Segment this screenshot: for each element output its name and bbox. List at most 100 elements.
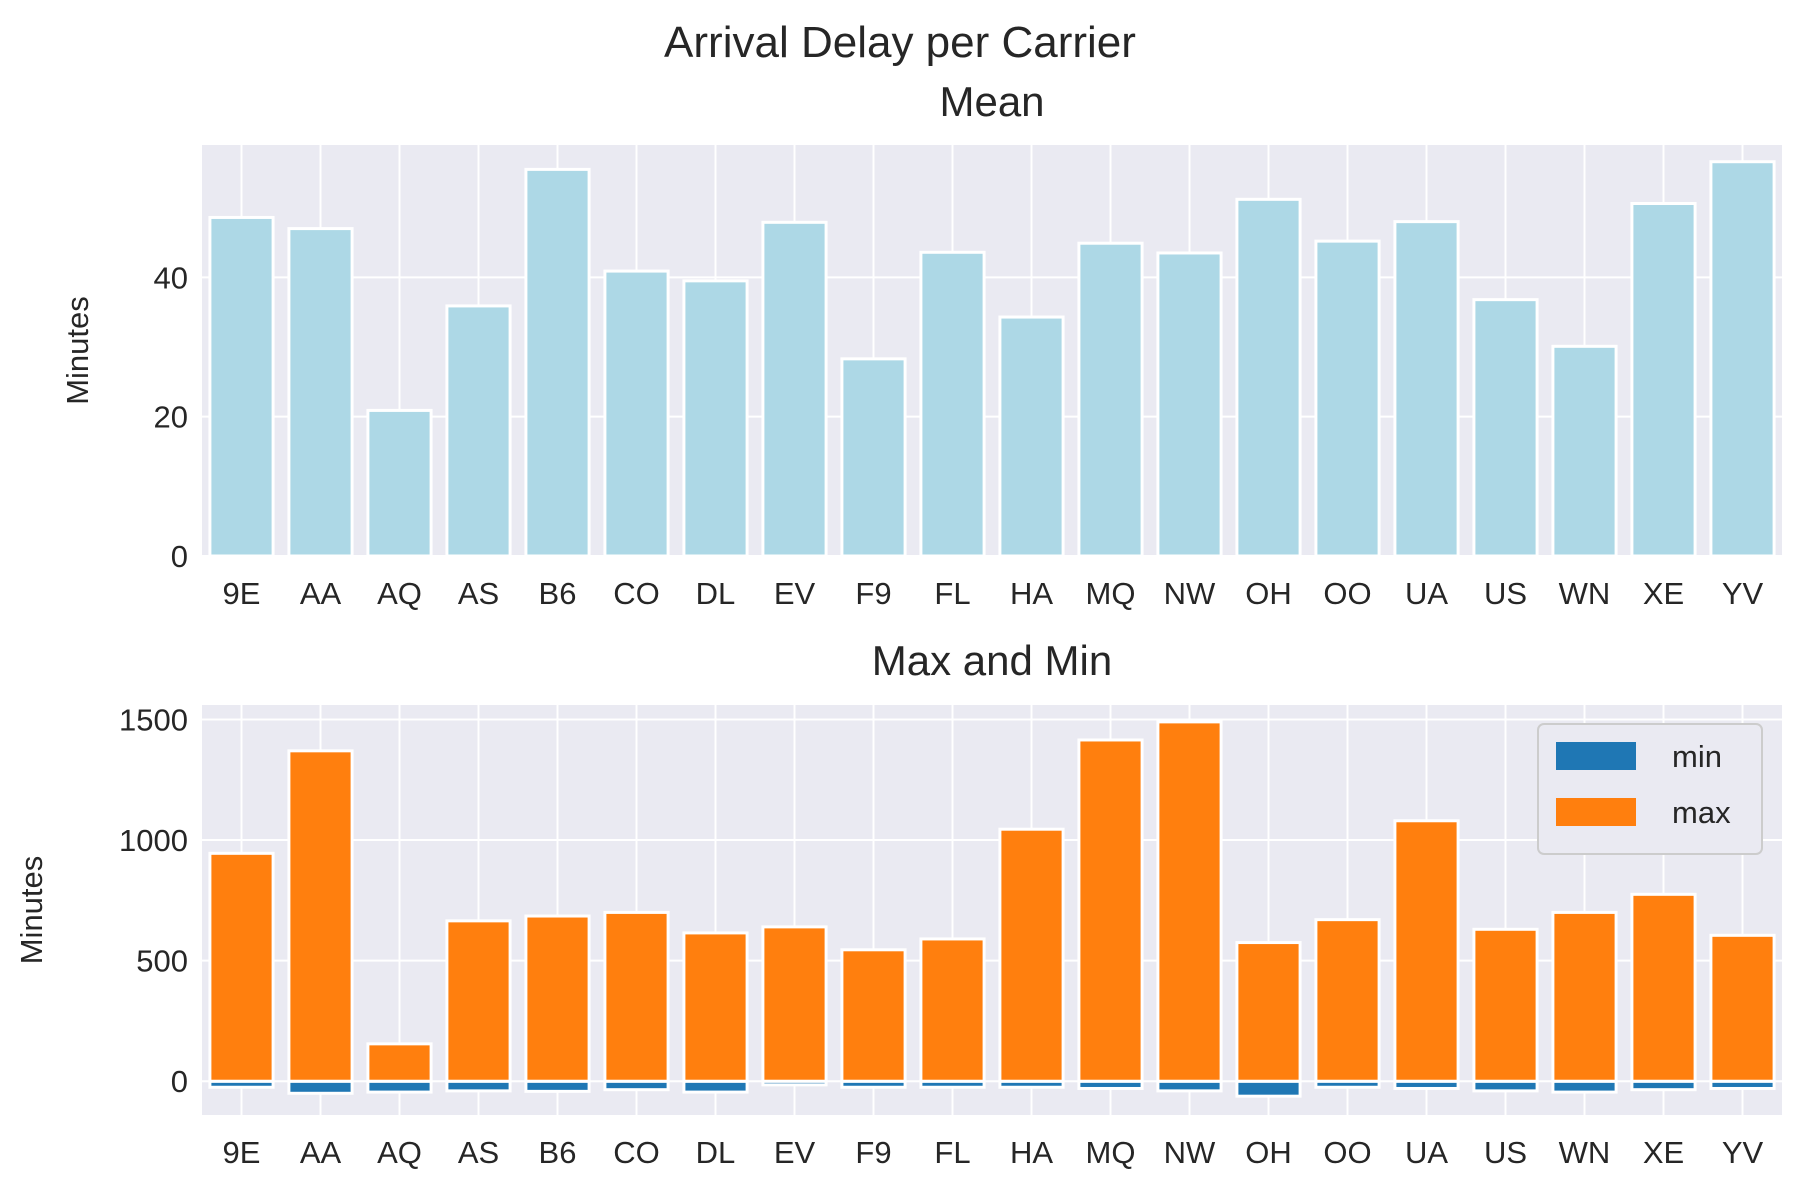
x-tick-label: 9E bbox=[223, 576, 261, 611]
bar-max-HA bbox=[998, 827, 1065, 1083]
y-tick-label: 0 bbox=[171, 539, 188, 574]
subplot-title: Mean bbox=[939, 78, 1044, 125]
bar-min-DL bbox=[682, 1079, 749, 1094]
bar-max-AQ bbox=[366, 1042, 433, 1083]
bar-max-9E bbox=[208, 851, 275, 1083]
legend-label-min: min bbox=[1672, 739, 1722, 774]
subplot-title: Max and Min bbox=[872, 637, 1112, 684]
bar-AA bbox=[287, 227, 354, 558]
y-axis-label: Minutes bbox=[14, 856, 49, 965]
bar-B6 bbox=[524, 167, 591, 558]
x-tick-label: YV bbox=[1722, 1135, 1764, 1170]
x-tick-label: OH bbox=[1245, 576, 1292, 611]
bar-CO bbox=[603, 269, 670, 558]
x-tick-label: UA bbox=[1405, 576, 1448, 611]
x-tick-label: DL bbox=[696, 576, 736, 611]
x-tick-label: OO bbox=[1323, 576, 1371, 611]
x-tick-label: WN bbox=[1559, 576, 1611, 611]
bar-max-US bbox=[1472, 927, 1539, 1083]
bar-UA bbox=[1393, 220, 1460, 558]
x-tick-label: WN bbox=[1559, 1135, 1611, 1170]
y-axis-label: Minutes bbox=[60, 296, 95, 405]
x-tick-label: OH bbox=[1245, 1135, 1292, 1170]
y-tick-label: 40 bbox=[154, 260, 188, 295]
bar-9E bbox=[208, 215, 275, 558]
bar-max-B6 bbox=[524, 914, 591, 1083]
x-tick-label: XE bbox=[1643, 1135, 1684, 1170]
bar-max-XE bbox=[1630, 892, 1697, 1083]
bar-AS bbox=[445, 304, 512, 558]
bar-max-WN bbox=[1551, 910, 1618, 1083]
bar-WN bbox=[1551, 344, 1618, 558]
bar-max-UA bbox=[1393, 819, 1460, 1083]
bar-max-OO bbox=[1314, 918, 1381, 1083]
x-tick-label: AS bbox=[458, 1135, 499, 1170]
bar-EV bbox=[761, 220, 828, 558]
x-tick-label: UA bbox=[1405, 1135, 1448, 1170]
bar-US bbox=[1472, 298, 1539, 558]
x-tick-label: DL bbox=[696, 1135, 736, 1170]
bar-max-EV bbox=[761, 925, 828, 1083]
x-tick-label: NW bbox=[1164, 576, 1216, 611]
bar-max-CO bbox=[603, 910, 670, 1083]
x-tick-label: AQ bbox=[377, 1135, 422, 1170]
x-tick-label: OO bbox=[1323, 1135, 1371, 1170]
bar-XE bbox=[1630, 202, 1697, 558]
x-tick-label: F9 bbox=[855, 576, 891, 611]
x-tick-label: FL bbox=[934, 576, 970, 611]
legend: min max bbox=[1537, 723, 1763, 855]
x-tick-label: AA bbox=[300, 576, 342, 611]
figure-title: Arrival Delay per Carrier bbox=[664, 18, 1136, 67]
bar-min-AQ bbox=[366, 1079, 433, 1094]
bar-min-OH bbox=[1235, 1079, 1302, 1098]
x-tick-label: YV bbox=[1722, 576, 1764, 611]
x-tick-label: MQ bbox=[1086, 1135, 1136, 1170]
y-tick-label: 20 bbox=[154, 400, 188, 435]
x-tick-label: B6 bbox=[539, 1135, 577, 1170]
x-tick-label: NW bbox=[1164, 1135, 1216, 1170]
bar-FL bbox=[919, 250, 986, 558]
legend-swatch-min bbox=[1556, 742, 1636, 770]
bar-F9 bbox=[840, 357, 907, 558]
bar-max-AS bbox=[445, 919, 512, 1083]
bar-MQ bbox=[1077, 241, 1144, 558]
bar-DL bbox=[682, 279, 749, 558]
bar-max-NW bbox=[1156, 720, 1223, 1083]
bar-max-DL bbox=[682, 931, 749, 1083]
x-tick-label: FL bbox=[934, 1135, 970, 1170]
x-tick-label: HA bbox=[1010, 1135, 1053, 1170]
x-tick-label: AQ bbox=[377, 576, 422, 611]
y-tick-label: 1000 bbox=[119, 823, 188, 858]
bar-min-AA bbox=[287, 1079, 354, 1095]
bar-OH bbox=[1235, 197, 1302, 558]
x-tick-label: CO bbox=[613, 1135, 660, 1170]
bar-HA bbox=[998, 315, 1065, 558]
bar-min-B6 bbox=[524, 1079, 591, 1093]
bar-max-YV bbox=[1709, 933, 1776, 1083]
x-tick-label: CO bbox=[613, 576, 660, 611]
bar-max-MQ bbox=[1077, 738, 1144, 1083]
x-tick-label: EV bbox=[774, 1135, 816, 1170]
bar-AQ bbox=[366, 408, 433, 558]
bar-max-AA bbox=[287, 749, 354, 1083]
x-tick-label: XE bbox=[1643, 576, 1684, 611]
y-tick-label: 500 bbox=[136, 944, 188, 979]
mean-chart: 0 20 40 9E AA AQ AS B6 CO DL EV F9 FL HA MQ NW OH OO UA US W… bbox=[60, 78, 1782, 611]
x-tick-label: B6 bbox=[539, 576, 577, 611]
x-tick-label: US bbox=[1484, 576, 1527, 611]
max-min-chart: 0 500 1000 1500 9E AA AQ AS B6 CO DL EV F9 FL HA MQ NW OH… bbox=[14, 637, 1782, 1170]
legend-label-max: max bbox=[1672, 795, 1731, 830]
bar-OO bbox=[1314, 239, 1381, 558]
y-tick-label: 1500 bbox=[119, 702, 188, 737]
x-tick-label: EV bbox=[774, 576, 816, 611]
plot-area bbox=[202, 145, 1782, 556]
bar-max-FL bbox=[919, 937, 986, 1083]
x-tick-label: 9E bbox=[223, 1135, 261, 1170]
bar-NW bbox=[1156, 251, 1223, 558]
x-tick-label: HA bbox=[1010, 576, 1053, 611]
bar-max-F9 bbox=[840, 948, 907, 1083]
bar-min-WN bbox=[1551, 1079, 1618, 1094]
x-tick-label: US bbox=[1484, 1135, 1527, 1170]
